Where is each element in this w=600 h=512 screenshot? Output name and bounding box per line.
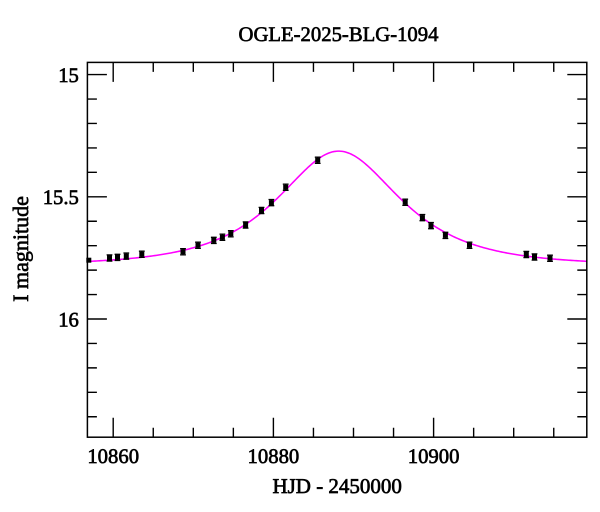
svg-text:15: 15 xyxy=(58,65,79,87)
svg-text:10880: 10880 xyxy=(248,446,300,468)
svg-text:16: 16 xyxy=(58,309,79,331)
svg-text:I magnitude: I magnitude xyxy=(8,196,33,302)
svg-text:10860: 10860 xyxy=(87,446,139,468)
svg-text:HJD - 2450000: HJD - 2450000 xyxy=(272,474,402,498)
svg-text:OGLE-2025-BLG-1094: OGLE-2025-BLG-1094 xyxy=(239,24,440,46)
svg-text:10900: 10900 xyxy=(408,446,460,468)
svg-text:15.5: 15.5 xyxy=(43,187,79,209)
